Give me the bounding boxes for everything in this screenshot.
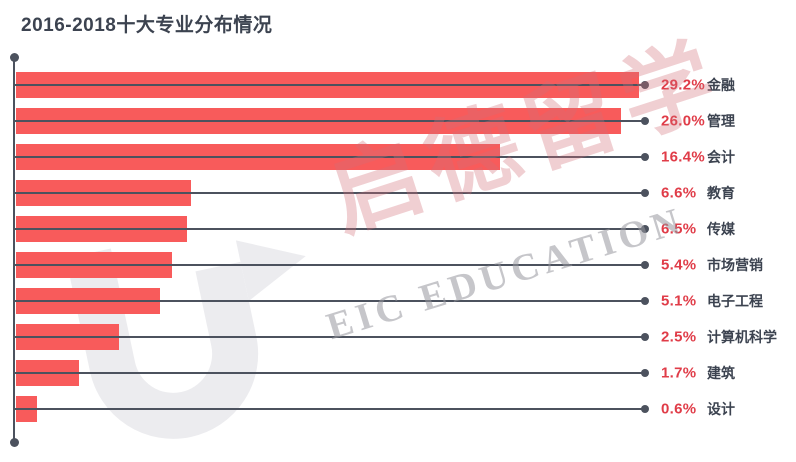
- leader-end-dot: [641, 153, 649, 161]
- leader-end-dot: [641, 189, 649, 197]
- value-label: 5.1%: [661, 292, 697, 310]
- y-axis-line: [13, 57, 15, 442]
- leader-line: [14, 300, 645, 302]
- value-label: 26.0%: [661, 112, 706, 130]
- leader-end-dot: [641, 225, 649, 233]
- leader-line: [14, 156, 645, 158]
- leader-end-dot: [641, 81, 649, 89]
- value-label: 0.6%: [661, 400, 697, 418]
- category-label: 会计: [707, 149, 735, 165]
- watermark-english-text: EIC EDUCATION: [321, 199, 690, 349]
- category-label: 电子工程: [707, 293, 763, 309]
- leader-end-dot: [641, 117, 649, 125]
- category-label: 金融: [707, 77, 735, 93]
- leader-line: [14, 84, 645, 86]
- category-label: 传媒: [707, 221, 735, 237]
- value-label: 5.4%: [661, 256, 697, 274]
- value-label: 1.7%: [661, 364, 697, 382]
- leader-end-dot: [641, 369, 649, 377]
- leader-end-dot: [641, 333, 649, 341]
- leader-line: [14, 228, 645, 230]
- axis-top-dot: [10, 53, 19, 62]
- category-label: 教育: [707, 185, 735, 201]
- value-label: 2.5%: [661, 328, 697, 346]
- value-label: 6.6%: [661, 184, 697, 202]
- leader-line: [14, 120, 645, 122]
- value-label: 6.5%: [661, 220, 697, 238]
- leader-end-dot: [641, 297, 649, 305]
- value-label: 29.2%: [661, 76, 706, 94]
- axis-bottom-dot: [10, 438, 19, 447]
- leader-line: [14, 372, 645, 374]
- leader-line: [14, 336, 645, 338]
- category-label: 建筑: [707, 365, 735, 381]
- category-label: 计算机科学: [707, 329, 777, 345]
- leader-end-dot: [641, 405, 649, 413]
- chart-title: 2016-2018十大专业分布情况: [21, 15, 273, 36]
- leader-end-dot: [641, 261, 649, 269]
- category-label: 市场营销: [707, 257, 763, 273]
- category-label: 管理: [707, 113, 735, 129]
- leader-line: [14, 408, 645, 410]
- leader-line: [14, 264, 645, 266]
- value-label: 16.4%: [661, 148, 706, 166]
- category-label: 设计: [707, 401, 735, 417]
- leader-line: [14, 192, 645, 194]
